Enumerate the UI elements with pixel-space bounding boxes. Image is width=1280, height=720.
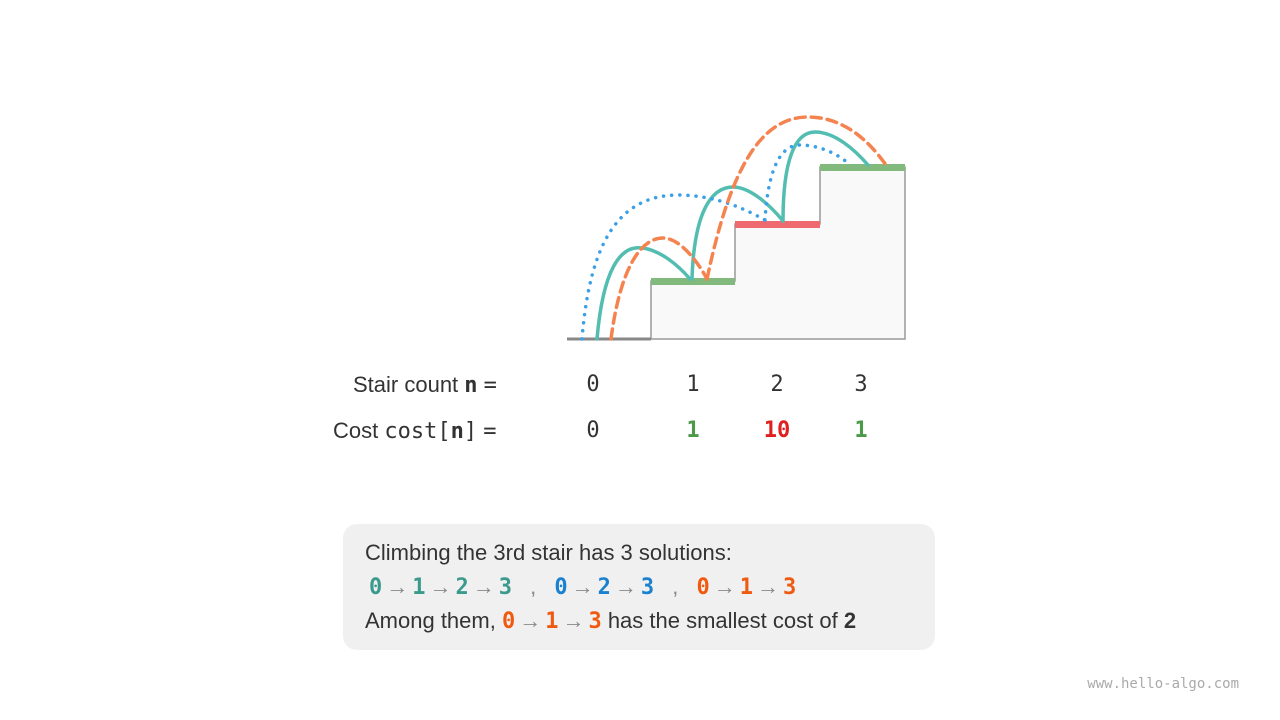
watermark: www.hello-algo.com <box>1087 676 1239 692</box>
stair-0: 0 <box>586 372 600 397</box>
stair-1: 1 <box>686 372 700 397</box>
cost-0: 0 <box>586 418 600 443</box>
path-orange-1-3 <box>705 115 888 281</box>
cost-2: 10 <box>763 418 791 443</box>
explanation-box: Climbing the 3rd stair has 3 solutions: … <box>343 524 935 650</box>
path-blue-2-3 <box>763 143 852 222</box>
stair-3: 3 <box>854 372 868 397</box>
path-teal-2-3 <box>781 130 870 223</box>
cost-1: 1 <box>686 418 700 443</box>
explanation-line-1: Climbing the 3rd stair has 3 solutions: <box>365 540 732 565</box>
cost-3: 1 <box>854 418 868 443</box>
path-teal-0-1 <box>595 246 692 341</box>
solutions-line: 0 → 1 → 2 → 3 , 0 → 2 → 3 , 0 → 1 → 3 <box>369 574 797 600</box>
stair-2: 2 <box>770 372 784 397</box>
path-orange-0-1 <box>609 236 709 341</box>
stair-count-label: Stair count n = <box>353 372 497 398</box>
explanation-line-3: Among them, 0 → 1 → 3 has the smallest cost … <box>365 608 857 634</box>
cost-label: Cost cost[n] = <box>333 418 497 444</box>
path-blue-0-2 <box>580 193 767 341</box>
